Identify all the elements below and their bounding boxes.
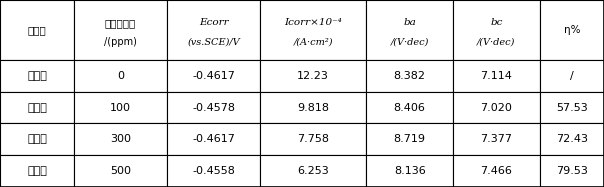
Text: -0.4578: -0.4578: [192, 102, 235, 113]
Bar: [260, 123, 366, 155]
Text: -0.4617: -0.4617: [192, 134, 235, 144]
Bar: [366, 92, 453, 123]
Text: 7.377: 7.377: [480, 134, 512, 144]
Text: 500: 500: [110, 166, 131, 176]
Text: 9.818: 9.818: [297, 102, 329, 113]
Bar: [0, 123, 74, 155]
Text: /(ppm): /(ppm): [104, 37, 137, 47]
Bar: [74, 123, 167, 155]
Bar: [167, 60, 260, 92]
Text: /(V·dec): /(V·dec): [390, 37, 429, 46]
Text: Icorr×10⁻⁴: Icorr×10⁻⁴: [284, 18, 342, 27]
Text: 8.406: 8.406: [394, 102, 426, 113]
Text: 7.466: 7.466: [480, 166, 512, 176]
Bar: [540, 123, 604, 155]
Text: bc: bc: [490, 18, 503, 27]
Text: 7.758: 7.758: [297, 134, 329, 144]
Text: 缓蚀剂浓度: 缓蚀剂浓度: [105, 18, 136, 28]
Bar: [74, 155, 167, 187]
Text: 7.020: 7.020: [480, 102, 512, 113]
Bar: [453, 60, 540, 92]
Bar: [167, 155, 260, 187]
Text: 12.23: 12.23: [297, 71, 329, 81]
Bar: [366, 60, 453, 92]
Bar: [540, 155, 604, 187]
Text: 79.53: 79.53: [556, 166, 588, 176]
Text: 100: 100: [110, 102, 131, 113]
Text: 57.53: 57.53: [556, 102, 588, 113]
Bar: [0, 92, 74, 123]
Text: 72.43: 72.43: [556, 134, 588, 144]
Bar: [167, 92, 260, 123]
Bar: [260, 92, 366, 123]
Text: /: /: [570, 71, 574, 81]
Bar: [453, 92, 540, 123]
Bar: [366, 123, 453, 155]
Text: 7.114: 7.114: [480, 71, 512, 81]
Bar: [540, 60, 604, 92]
Bar: [366, 0, 453, 60]
Bar: [167, 0, 260, 60]
Bar: [74, 92, 167, 123]
Bar: [453, 155, 540, 187]
Bar: [260, 0, 366, 60]
Text: η%: η%: [564, 25, 580, 35]
Bar: [260, 60, 366, 92]
Text: -0.4558: -0.4558: [192, 166, 235, 176]
Text: 6.253: 6.253: [297, 166, 329, 176]
Bar: [167, 123, 260, 155]
Text: 第二组: 第二组: [27, 102, 47, 113]
Bar: [260, 155, 366, 187]
Text: 第三组: 第三组: [27, 134, 47, 144]
Text: Ecorr: Ecorr: [199, 18, 228, 27]
Text: (vs.SCE)/V: (vs.SCE)/V: [187, 37, 240, 46]
Bar: [453, 123, 540, 155]
Text: -0.4617: -0.4617: [192, 71, 235, 81]
Bar: [74, 60, 167, 92]
Text: /(V·dec): /(V·dec): [477, 37, 516, 46]
Bar: [0, 0, 74, 60]
Text: 8.382: 8.382: [394, 71, 426, 81]
Text: 实验组: 实验组: [28, 25, 47, 35]
Text: 第一组: 第一组: [27, 71, 47, 81]
Text: 8.719: 8.719: [394, 134, 426, 144]
Text: 300: 300: [110, 134, 131, 144]
Text: 8.136: 8.136: [394, 166, 425, 176]
Text: 0: 0: [117, 71, 124, 81]
Bar: [0, 155, 74, 187]
Bar: [540, 0, 604, 60]
Bar: [540, 92, 604, 123]
Bar: [453, 0, 540, 60]
Bar: [0, 60, 74, 92]
Text: ba: ba: [403, 18, 416, 27]
Text: 第四组: 第四组: [27, 166, 47, 176]
Bar: [366, 155, 453, 187]
Bar: [74, 0, 167, 60]
Text: /(A·cm²): /(A·cm²): [294, 37, 333, 46]
